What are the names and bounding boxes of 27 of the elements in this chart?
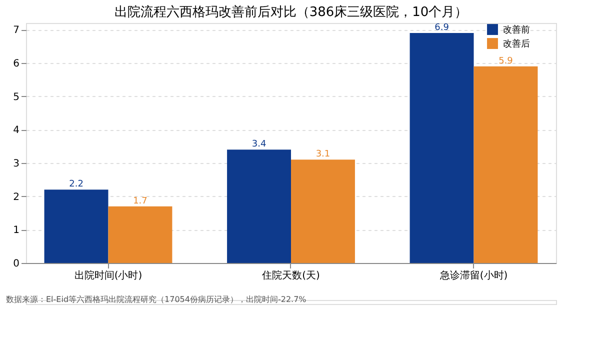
y-tick-label: 5 (13, 92, 20, 103)
source-note: 数据来源：El-Eid等六西格玛出院流程研究（17054份病历记录），出院时间-22.7% (6, 295, 307, 304)
y-tick-label: 1 (13, 225, 20, 236)
y-tick-label: 6 (13, 58, 20, 70)
data-label: 2.2 (69, 180, 84, 190)
x-tick-label: 出院时间(小时) (74, 270, 142, 282)
legend-label: 改善前 (503, 24, 530, 36)
x-tick-label: 急诊滞留(小时) (438, 270, 508, 282)
chart-title: 出院流程六西格玛改善前后对比（386床三级医院，10个月） (114, 4, 468, 20)
bar (44, 190, 108, 263)
bar (227, 150, 291, 263)
bar (108, 206, 172, 263)
x-tick-label: 住院天数(天) (262, 270, 320, 282)
data-label: 6.9 (434, 23, 450, 33)
data-label: 5.9 (498, 56, 514, 66)
data-label: 3.4 (252, 140, 266, 150)
legend-label: 改善后 (503, 38, 530, 50)
y-tick-label: 3 (13, 158, 20, 170)
bar (291, 160, 355, 263)
y-tick-label: 4 (13, 125, 20, 136)
y-tick-label: 0 (13, 258, 20, 270)
bar (410, 33, 474, 263)
data-label: 3.1 (316, 150, 330, 160)
bar (474, 66, 538, 263)
y-tick-label: 2 (13, 192, 20, 203)
data-label: 1.7 (133, 196, 148, 206)
y-tick-label: 7 (13, 25, 20, 36)
